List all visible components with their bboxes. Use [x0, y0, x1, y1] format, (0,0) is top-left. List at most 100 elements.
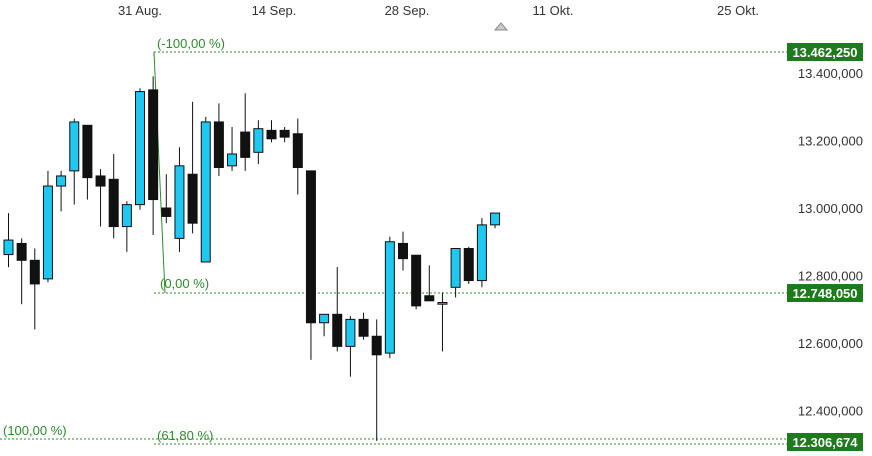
candle[interactable] — [345, 316, 356, 377]
y-tick-label: 12.400,000 — [798, 404, 863, 419]
candle-body-up — [121, 204, 132, 228]
y-tick-label: 12.800,000 — [798, 269, 863, 284]
fibonacci-labels: (-100,00 %) (0,00 %) (100,00 %) (61,80 %) — [3, 36, 225, 443]
candle[interactable] — [108, 154, 119, 239]
candle[interactable] — [174, 147, 185, 252]
candle[interactable] — [490, 212, 501, 229]
candle-body-up — [384, 241, 395, 354]
fibonacci-levels — [0, 51, 787, 445]
y-tick-label: 13.000,000 — [798, 201, 863, 216]
candle[interactable] — [227, 127, 238, 171]
candle[interactable] — [161, 174, 172, 224]
candle[interactable] — [450, 248, 461, 298]
candle[interactable] — [332, 267, 343, 352]
candle[interactable] — [398, 231, 408, 271]
candle-body-up — [345, 318, 356, 347]
candle[interactable] — [384, 236, 395, 359]
candle-body-down — [161, 207, 172, 217]
candle[interactable] — [305, 170, 316, 360]
candle-body-up — [437, 302, 448, 305]
price-tag-label: 12.306,674 — [792, 435, 858, 450]
candle-body-down — [213, 121, 224, 168]
candle[interactable] — [358, 312, 369, 340]
candle-body-up — [227, 153, 238, 167]
candle-body-down — [279, 129, 290, 138]
candle[interactable] — [476, 218, 487, 288]
fib-level-label: (100,00 %) — [3, 423, 67, 438]
candle-body-down — [108, 178, 119, 228]
candle[interactable] — [292, 118, 303, 195]
scroll-marker-icon[interactable] — [493, 22, 509, 31]
candle[interactable] — [95, 169, 106, 227]
x-tick-label: 31 Aug. — [118, 3, 162, 18]
candle[interactable] — [82, 124, 93, 200]
candle[interactable] — [319, 313, 330, 337]
candle-body-up — [490, 212, 501, 226]
price-tag-box — [787, 432, 863, 451]
x-tick-label: 25 Okt. — [717, 3, 759, 18]
candle[interactable] — [279, 127, 290, 143]
candle-body-down — [424, 295, 435, 302]
candle-body-up — [319, 313, 330, 324]
candle[interactable] — [187, 101, 198, 234]
candle[interactable] — [56, 170, 67, 212]
candle[interactable] — [437, 292, 448, 352]
candle[interactable] — [266, 120, 277, 143]
candle[interactable] — [424, 265, 435, 302]
candle-body-up — [56, 175, 67, 187]
candle[interactable] — [135, 88, 145, 210]
candle-body-up — [476, 224, 487, 282]
candle[interactable] — [148, 76, 159, 235]
candle[interactable] — [29, 248, 40, 330]
candle-body-down — [95, 175, 106, 187]
fib-level-label: (-100,00 %) — [157, 36, 225, 51]
candle-body-down — [305, 170, 316, 324]
y-tick-label: 13.400,000 — [798, 66, 863, 81]
candle-body-down — [266, 129, 277, 140]
candle-body-down — [82, 124, 93, 179]
price-tag-box — [787, 42, 863, 61]
candle[interactable] — [411, 254, 422, 310]
candle-body-up — [174, 165, 185, 239]
y-axis: 13.400,000 13.200,000 13.000,000 12.800,000… — [798, 66, 863, 419]
candle-body-down — [148, 89, 159, 201]
candle[interactable] — [463, 246, 474, 284]
candle[interactable] — [371, 319, 382, 441]
price-tag: 12.306,674 — [787, 432, 863, 451]
candle-body-up — [200, 121, 211, 263]
candle[interactable] — [3, 213, 14, 268]
price-tags: 13.462,250 12.748,050 12.306,674 — [787, 42, 863, 451]
candles[interactable] — [3, 76, 501, 441]
fib-level-label: (0,00 %) — [160, 276, 209, 291]
price-tag-label: 13.462,250 — [792, 45, 857, 60]
candle[interactable] — [200, 116, 211, 263]
candle-body-down — [398, 242, 408, 260]
fib-level-label: (61,80 %) — [157, 428, 213, 443]
candle[interactable] — [240, 93, 251, 171]
y-tick-label: 12.600,000 — [798, 336, 863, 351]
price-tag-box — [787, 284, 863, 303]
price-tag: 13.462,250 — [787, 42, 863, 61]
candle[interactable] — [69, 118, 80, 205]
candle-body-down — [411, 254, 422, 307]
candle[interactable] — [253, 120, 264, 165]
candle-body-down — [29, 259, 40, 285]
candle-body-up — [135, 91, 145, 206]
candle-body-up — [450, 248, 461, 288]
candle-body-up — [69, 121, 80, 172]
candle-body-down — [187, 173, 198, 224]
candle[interactable] — [121, 201, 132, 252]
price-tag-label: 12.748,050 — [792, 286, 857, 301]
x-tick-label: 14 Sep. — [252, 3, 297, 18]
x-tick-label: 28 Sep. — [385, 3, 430, 18]
candle-body-up — [42, 185, 53, 280]
price-tag: 12.748,050 — [787, 284, 863, 303]
candle[interactable] — [16, 238, 27, 305]
candle-body-down — [240, 131, 251, 158]
candle-body-down — [463, 248, 474, 282]
candle[interactable] — [42, 170, 53, 283]
candle[interactable] — [213, 103, 224, 176]
candle-body-down — [332, 313, 343, 347]
x-tick-label: 11 Okt. — [533, 3, 574, 18]
